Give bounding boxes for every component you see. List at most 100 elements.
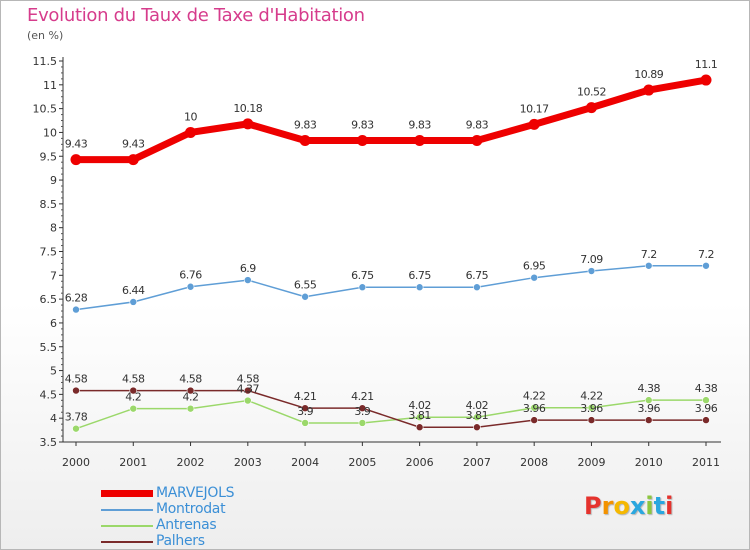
data-label-palhers: 3.96 — [523, 402, 546, 415]
data-point-montrodat — [186, 282, 195, 291]
data-point-marvejols — [471, 135, 483, 147]
data-point-palhers — [415, 423, 424, 432]
data-point-antrenas — [358, 419, 367, 427]
logo-letter: i — [665, 492, 674, 520]
y-tick-label: 10 — [43, 126, 57, 139]
proxiti-logo: Proxiti — [584, 492, 673, 520]
data-label-montrodat: 6.28 — [65, 292, 88, 305]
data-label-montrodat: 7.2 — [698, 248, 714, 261]
data-point-antrenas — [702, 396, 710, 404]
data-label-marvejols: 11.1 — [695, 58, 718, 71]
data-point-antrenas — [415, 413, 424, 422]
data-label-palhers: 3.81 — [466, 409, 489, 422]
logo-letter: t — [653, 492, 666, 520]
logo-letter: o — [613, 492, 630, 520]
y-tick-label: 5 — [50, 365, 57, 378]
y-tick-label: 5.5 — [40, 341, 58, 354]
data-label-montrodat: 7.2 — [641, 248, 657, 261]
data-point-palhers — [186, 386, 195, 395]
data-point-antrenas — [473, 413, 481, 422]
data-label-montrodat: 6.9 — [240, 262, 256, 275]
y-tick-label: 11 — [43, 79, 57, 92]
data-point-montrodat — [587, 267, 596, 275]
y-tick-label: 9.5 — [40, 150, 58, 163]
data-point-antrenas — [530, 403, 538, 412]
x-tick-label: 2005 — [348, 456, 376, 469]
data-point-palhers — [358, 404, 367, 412]
series-line-montrodat — [75, 265, 706, 311]
data-point-marvejols — [185, 126, 197, 138]
legend-label-marvejols: MARVEJOLS — [156, 485, 235, 501]
data-point-marvejols — [242, 118, 254, 130]
data-label-palhers: 4.21 — [351, 390, 374, 403]
data-label-marvejols: 10.17 — [520, 102, 549, 115]
x-tick-label: 2006 — [406, 456, 434, 469]
data-label-antrenas: 3.9 — [297, 405, 313, 418]
data-point-montrodat — [530, 273, 538, 282]
data-point-montrodat — [301, 292, 309, 301]
data-label-marvejols: 10.18 — [233, 102, 262, 115]
data-label-antrenas: 3.78 — [65, 411, 88, 424]
data-label-marvejols: 9.83 — [294, 119, 317, 132]
data-label-antrenas: 4.37 — [237, 383, 260, 396]
data-label-antrenas: 4.22 — [523, 390, 546, 403]
y-tick-label: 8 — [50, 222, 57, 235]
legend-swatch-montrodat — [101, 509, 153, 511]
legend-label-antrenas: Antrenas — [156, 517, 217, 533]
data-label-marvejols: 9.43 — [65, 138, 88, 151]
data-point-marvejols — [356, 135, 368, 147]
data-label-marvejols: 9.83 — [351, 119, 374, 132]
data-label-palhers: 4.58 — [237, 373, 260, 386]
chart-title: Evolution du Taux de Taxe d'Habitation — [27, 5, 365, 26]
data-point-antrenas — [244, 396, 252, 405]
data-point-palhers — [530, 416, 538, 424]
data-label-antrenas: 4.38 — [637, 382, 660, 395]
x-tick-label: 2008 — [520, 456, 548, 469]
data-label-antrenas: 4.2 — [125, 391, 141, 404]
y-tick-label: 7 — [50, 269, 57, 282]
data-label-marvejols: 10.89 — [634, 68, 663, 81]
data-label-antrenas: 4.2 — [183, 391, 199, 404]
y-tick-label: 6 — [50, 317, 57, 330]
data-point-palhers — [244, 386, 252, 395]
data-label-palhers: 3.81 — [408, 409, 431, 422]
data-label-palhers: 3.96 — [637, 402, 660, 415]
data-point-antrenas — [129, 404, 138, 413]
data-point-palhers — [473, 423, 481, 432]
data-label-antrenas: 4.22 — [580, 390, 603, 403]
y-tick-label: 3.5 — [40, 436, 58, 449]
y-tick-label: 6.5 — [40, 293, 58, 306]
data-point-palhers — [301, 404, 309, 412]
data-point-antrenas — [644, 396, 653, 404]
data-label-marvejols: 10.52 — [577, 86, 606, 99]
data-point-montrodat — [415, 283, 424, 292]
data-label-marvejols: 9.83 — [466, 119, 489, 132]
chart-subtitle: (en %) — [27, 29, 64, 42]
data-point-marvejols — [585, 102, 597, 114]
x-tick-label: 2004 — [291, 456, 319, 469]
data-point-marvejols — [643, 84, 655, 96]
logo-letter: r — [601, 492, 614, 520]
data-label-montrodat: 7.09 — [580, 253, 603, 266]
data-label-marvejols: 9.83 — [408, 119, 431, 132]
data-label-marvejols: 9.43 — [122, 138, 145, 151]
x-tick-label: 2002 — [177, 456, 205, 469]
data-label-montrodat: 6.75 — [351, 269, 374, 282]
series-line-antrenas — [75, 399, 706, 430]
logo-letter: i — [645, 492, 654, 520]
legend-swatch-antrenas — [101, 525, 153, 527]
data-point-montrodat — [644, 261, 653, 270]
data-label-antrenas: 4.38 — [695, 382, 718, 395]
data-label-antrenas: 3.9 — [354, 405, 370, 418]
data-label-antrenas: 4.02 — [408, 399, 431, 412]
data-point-montrodat — [473, 283, 481, 292]
legend-swatch-palhers — [101, 541, 153, 543]
data-label-palhers: 4.58 — [179, 373, 202, 386]
legend-label-montrodat: Montrodat — [156, 501, 226, 517]
x-tick-label: 2011 — [692, 456, 720, 469]
data-label-montrodat: 6.75 — [466, 269, 489, 282]
data-point-marvejols — [127, 154, 139, 166]
data-point-palhers — [587, 416, 596, 424]
data-point-marvejols — [299, 135, 311, 147]
